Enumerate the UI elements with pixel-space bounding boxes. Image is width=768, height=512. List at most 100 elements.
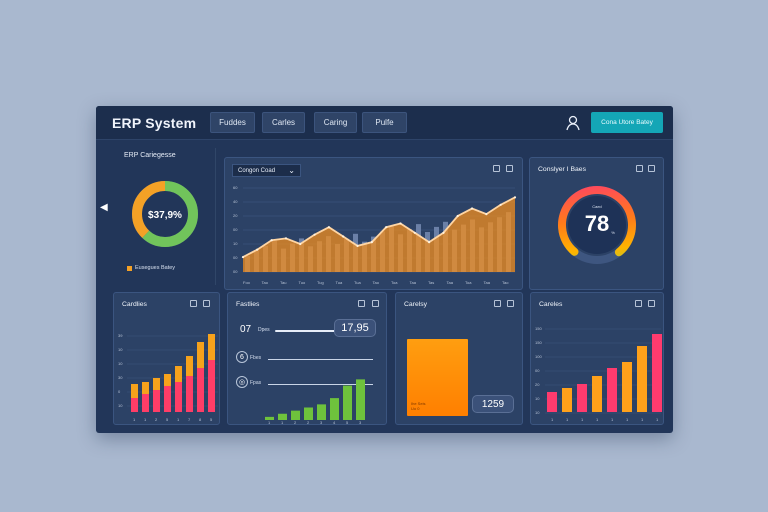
y-tick-label: 150	[535, 326, 542, 331]
expand-icon[interactable]	[494, 300, 501, 307]
bar-orange	[208, 334, 215, 360]
nav-tab-3[interactable]: Caring	[314, 112, 357, 133]
nav-tab-1[interactable]: Fuddes	[210, 112, 255, 133]
x-tick-label: 4	[333, 420, 336, 425]
categories-panel: ERP Cariegesse $37,9% Eusegues Batey	[116, 148, 216, 285]
y-tick-label: 00	[233, 255, 238, 260]
chart-dropdown[interactable]: Congon Coad ⌄	[232, 164, 301, 177]
x-tick-label: 8	[199, 417, 202, 422]
top-label: Dpes	[258, 327, 270, 333]
green-bar	[304, 407, 313, 420]
menu-icon[interactable]	[507, 300, 514, 307]
bar-pink	[197, 342, 204, 412]
x-tick-label: Tug	[317, 280, 324, 285]
y-tick-label: 00	[233, 269, 238, 274]
expand-icon[interactable]	[635, 300, 642, 307]
x-tick-label: 2	[307, 420, 310, 425]
block-value-pill: 1259	[472, 395, 514, 413]
y-tick-label: 10	[233, 241, 238, 246]
bar-orange	[131, 384, 138, 398]
x-tick-label: Tao	[502, 280, 509, 285]
x-tick-label: 1	[611, 417, 614, 422]
nav-tab-4[interactable]: Pulfe	[362, 112, 407, 133]
card-3-title: Carelsy	[404, 301, 428, 308]
x-tick-label: Tao	[373, 280, 380, 285]
block-caption-2: Uo 0	[411, 406, 420, 411]
expand-icon[interactable]	[493, 165, 500, 172]
y-tick-label: 39	[118, 333, 123, 338]
green-bar	[343, 385, 352, 420]
x-tick-label: Tuo	[299, 280, 307, 285]
gauge-card: Conslyer I Baes 78 Caed %	[529, 157, 664, 290]
x-tick-label: 5	[210, 417, 213, 422]
y-tick-label: 100	[535, 354, 542, 359]
progress-line	[275, 330, 335, 332]
x-tick-label: 1	[268, 420, 271, 425]
menu-icon[interactable]	[506, 165, 513, 172]
x-tick-label: Taa	[447, 280, 454, 285]
dropdown-label: Congon Coad	[238, 168, 276, 174]
bar	[637, 346, 647, 412]
line-point	[284, 237, 288, 240]
x-tick-label: 5	[166, 417, 169, 422]
legend-label: Eusegues Batey	[135, 265, 176, 271]
bar-orange	[186, 356, 193, 376]
svg-text:%: %	[611, 230, 615, 235]
card-4-title: Careles	[539, 301, 563, 308]
bar-pink	[186, 356, 193, 412]
x-tick-label: Toa	[391, 280, 398, 285]
x-tick-label: Tao	[262, 280, 269, 285]
expand-icon[interactable]	[358, 300, 365, 307]
line-point	[399, 222, 402, 225]
erp-dashboard-window: ERP System Fuddes Carles Caring Pulfe Co…	[96, 106, 673, 433]
green-bar	[278, 413, 287, 420]
menu-icon[interactable]	[203, 300, 210, 307]
header-cta-button[interactable]: Cona Utore Batey	[591, 112, 663, 133]
user-icon[interactable]	[566, 115, 580, 131]
y-tick-label: 0	[118, 389, 121, 394]
x-tick-label: Tau	[280, 280, 286, 285]
bar	[607, 368, 617, 412]
line-point	[327, 226, 330, 229]
nav-tab-2[interactable]: Carles	[262, 112, 305, 133]
row-1-icon: 6	[236, 351, 248, 363]
bottom-card-2: Fastlies 07 Dpes 17,95 6 Fbes ◎ Fpas 1 1 2…	[227, 292, 387, 425]
block-caption-1: Ihe Seis	[411, 401, 426, 406]
line-point	[513, 196, 517, 199]
x-tick-label: Taa	[484, 280, 491, 285]
trend-line	[242, 196, 516, 258]
x-tick-label: 3	[320, 420, 323, 425]
bar	[652, 334, 662, 412]
x-tick-label: 1	[281, 420, 284, 425]
menu-icon[interactable]	[372, 300, 379, 307]
bar-orange	[153, 378, 160, 390]
bar-pink	[153, 378, 160, 412]
bar-pink	[164, 374, 171, 412]
x-tick-label: 1	[596, 417, 599, 422]
line-point	[313, 233, 316, 236]
x-tick-label: 1	[581, 417, 584, 422]
x-tick-label: 1	[566, 417, 569, 422]
line-point	[470, 207, 474, 210]
orange-area	[243, 197, 515, 272]
expand-icon[interactable]	[190, 300, 197, 307]
y-tick-label: 10	[118, 361, 123, 366]
x-tick-label: 1	[626, 417, 629, 422]
line-point	[356, 244, 359, 247]
menu-icon[interactable]	[648, 165, 655, 172]
y-tick-label: 00	[535, 368, 540, 373]
expand-icon[interactable]	[636, 165, 643, 172]
chevron-left-icon[interactable]: ◀	[100, 202, 108, 213]
bar-pink	[142, 382, 149, 412]
menu-icon[interactable]	[648, 300, 655, 307]
x-tick-label: Foo	[243, 280, 251, 285]
row-2-icon: ◎	[236, 376, 248, 388]
line-point	[299, 242, 302, 246]
bar	[577, 384, 587, 412]
x-tick-label: 1	[551, 417, 554, 422]
line-point	[428, 241, 431, 244]
green-bar	[356, 379, 365, 420]
y-tick-label: 00	[233, 227, 238, 232]
bar-orange	[142, 382, 149, 394]
line-point	[485, 213, 488, 216]
